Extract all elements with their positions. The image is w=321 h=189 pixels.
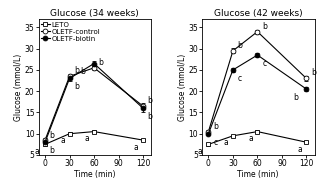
Text: b: b	[81, 67, 85, 76]
Title: Glucose (34 weeks): Glucose (34 weeks)	[50, 9, 139, 18]
Text: a: a	[224, 138, 228, 147]
Text: b: b	[311, 68, 316, 77]
Text: a: a	[198, 147, 203, 156]
Text: c: c	[238, 74, 242, 83]
Text: c: c	[213, 138, 217, 146]
Text: b: b	[293, 93, 298, 102]
Text: c: c	[262, 59, 266, 68]
Text: b: b	[74, 66, 79, 75]
Text: b: b	[148, 96, 152, 105]
Y-axis label: Glucose (mmol/L): Glucose (mmol/L)	[14, 53, 23, 121]
Text: a: a	[134, 143, 138, 152]
Text: b: b	[238, 41, 242, 50]
Text: b: b	[148, 112, 152, 121]
Text: b: b	[99, 58, 103, 67]
Y-axis label: Glucose (mmol/L): Glucose (mmol/L)	[178, 53, 187, 121]
Text: a: a	[34, 147, 39, 156]
Text: a: a	[248, 134, 253, 143]
Text: b: b	[262, 22, 267, 31]
Text: a: a	[85, 134, 90, 143]
Text: b: b	[74, 82, 79, 91]
Title: Glucose (42 weeks): Glucose (42 weeks)	[214, 9, 303, 18]
Text: b: b	[213, 122, 218, 131]
X-axis label: Time (min): Time (min)	[74, 170, 116, 179]
Text: a: a	[297, 145, 302, 154]
X-axis label: Time (min): Time (min)	[238, 170, 279, 179]
Legend: LETO, OLETF-control, OLETF-biotin: LETO, OLETF-control, OLETF-biotin	[40, 21, 101, 43]
Text: a: a	[60, 136, 65, 145]
Text: b: b	[49, 131, 55, 140]
Text: b: b	[49, 146, 55, 155]
